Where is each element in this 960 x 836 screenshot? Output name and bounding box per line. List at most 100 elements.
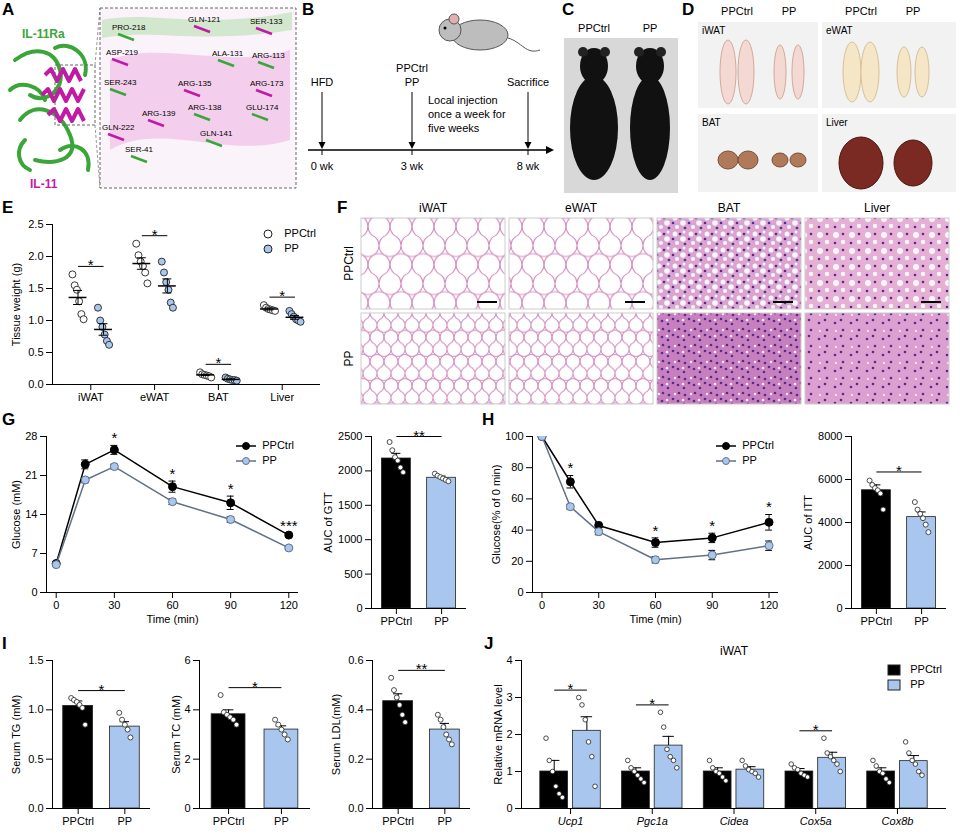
svg-text:BAT: BAT bbox=[702, 117, 721, 128]
svg-text:PPCtrl: PPCtrl bbox=[845, 5, 877, 17]
svg-text:2: 2 bbox=[184, 753, 190, 765]
svg-text:ASP-219: ASP-219 bbox=[106, 48, 139, 57]
svg-text:Relative mRNA level: Relative mRNA level bbox=[492, 684, 504, 784]
svg-text:*: * bbox=[228, 480, 234, 497]
svg-text:*: * bbox=[567, 459, 573, 476]
svg-text:0.0: 0.0 bbox=[348, 802, 363, 814]
svg-text:40: 40 bbox=[511, 524, 523, 536]
svg-text:0: 0 bbox=[184, 802, 190, 814]
svg-text:PP: PP bbox=[437, 815, 452, 827]
svg-text:2: 2 bbox=[506, 728, 512, 740]
svg-text:ALA-131: ALA-131 bbox=[212, 49, 244, 58]
svg-text:AUC of GTT: AUC of GTT bbox=[322, 492, 334, 553]
svg-text:2.5: 2.5 bbox=[28, 218, 43, 230]
svg-text:Glucose (mM): Glucose (mM) bbox=[10, 480, 22, 549]
svg-text:HFD: HFD bbox=[311, 76, 334, 88]
svg-text:PP: PP bbox=[643, 22, 658, 34]
svg-text:*: * bbox=[709, 517, 715, 534]
svg-text:*: * bbox=[152, 226, 158, 243]
svg-text:1000: 1000 bbox=[338, 533, 362, 545]
svg-text:GLN-121: GLN-121 bbox=[188, 15, 221, 24]
svg-text:five weeks: five weeks bbox=[428, 122, 480, 134]
svg-text:0.6: 0.6 bbox=[348, 654, 363, 666]
svg-text:0 wk: 0 wk bbox=[311, 160, 334, 172]
svg-text:PP: PP bbox=[405, 76, 420, 88]
svg-text:0: 0 bbox=[836, 602, 842, 614]
svg-text:2000: 2000 bbox=[338, 464, 362, 476]
svg-text:Serum TG (mM): Serum TG (mM) bbox=[10, 695, 22, 774]
svg-text:8000: 8000 bbox=[818, 430, 842, 442]
svg-text:PP: PP bbox=[274, 815, 289, 827]
svg-text:AUC of ITT: AUC of ITT bbox=[802, 495, 814, 550]
svg-text:iWAT: iWAT bbox=[419, 201, 448, 215]
svg-text:6: 6 bbox=[184, 654, 190, 666]
svg-text:20: 20 bbox=[511, 555, 523, 567]
svg-text:8 wk: 8 wk bbox=[517, 160, 540, 172]
svg-text:30: 30 bbox=[593, 599, 605, 611]
svg-text:*: * bbox=[279, 287, 285, 304]
svg-text:30: 30 bbox=[108, 599, 120, 611]
svg-text:ARG-113: ARG-113 bbox=[252, 51, 285, 60]
svg-text:0: 0 bbox=[53, 599, 59, 611]
svg-text:PP: PP bbox=[117, 815, 132, 827]
svg-text:1.5: 1.5 bbox=[28, 282, 43, 294]
svg-text:PRO-218: PRO-218 bbox=[112, 23, 146, 32]
svg-text:120: 120 bbox=[760, 599, 778, 611]
svg-text:Tissue weight (g): Tissue weight (g) bbox=[10, 263, 22, 346]
svg-text:0.4: 0.4 bbox=[348, 703, 363, 715]
svg-text:3 wk: 3 wk bbox=[401, 160, 424, 172]
svg-text:ARG-173: ARG-173 bbox=[250, 79, 284, 88]
svg-text:*: * bbox=[111, 429, 117, 446]
svg-text:SER-243: SER-243 bbox=[104, 78, 137, 87]
svg-text:eWAT: eWAT bbox=[826, 25, 853, 36]
svg-text:PP: PP bbox=[782, 5, 797, 17]
svg-text:4: 4 bbox=[506, 654, 512, 666]
svg-text:PPCtrl: PPCtrl bbox=[62, 815, 94, 827]
svg-text:Time (min): Time (min) bbox=[146, 613, 198, 625]
svg-text:0: 0 bbox=[517, 586, 523, 598]
svg-text:1.5: 1.5 bbox=[28, 654, 43, 666]
svg-text:PPCtrl: PPCtrl bbox=[342, 246, 356, 281]
svg-text:*: * bbox=[649, 695, 655, 712]
svg-text:PPCtrl: PPCtrl bbox=[396, 62, 428, 74]
svg-text:2500: 2500 bbox=[338, 430, 362, 442]
svg-text:*: * bbox=[568, 680, 574, 697]
svg-text:Liver: Liver bbox=[864, 201, 890, 215]
svg-text:PP: PP bbox=[914, 615, 929, 627]
svg-text:60: 60 bbox=[649, 599, 661, 611]
svg-text:Serum LDL(mM): Serum LDL(mM) bbox=[330, 694, 342, 775]
svg-text:Ucp1: Ucp1 bbox=[558, 815, 584, 827]
svg-text:PP: PP bbox=[342, 350, 356, 366]
svg-text:80: 80 bbox=[511, 461, 523, 473]
svg-text:*: * bbox=[813, 721, 819, 738]
svg-text:90: 90 bbox=[706, 599, 718, 611]
svg-text:PPCtrl: PPCtrl bbox=[578, 22, 610, 34]
svg-text:*: * bbox=[766, 498, 772, 515]
svg-text:*: * bbox=[252, 678, 258, 695]
svg-text:4000: 4000 bbox=[818, 516, 842, 528]
svg-text:1.0: 1.0 bbox=[28, 314, 43, 326]
svg-text:PP: PP bbox=[906, 5, 921, 17]
svg-text:0.5: 0.5 bbox=[28, 346, 43, 358]
svg-text:iWAT: iWAT bbox=[702, 25, 725, 36]
svg-text:0.0: 0.0 bbox=[28, 802, 43, 814]
svg-text:Liver: Liver bbox=[270, 391, 294, 403]
svg-text:0.5: 0.5 bbox=[28, 753, 43, 765]
svg-text:90: 90 bbox=[225, 599, 237, 611]
svg-text:500: 500 bbox=[344, 568, 362, 580]
svg-text:1.0: 1.0 bbox=[28, 703, 43, 715]
svg-text:Cidea: Cidea bbox=[720, 815, 749, 827]
svg-text:21: 21 bbox=[25, 469, 37, 481]
svg-text:**: ** bbox=[413, 427, 425, 444]
svg-text:GLU-174: GLU-174 bbox=[246, 103, 279, 112]
svg-text:PPCtrl: PPCtrl bbox=[382, 815, 414, 827]
svg-text:***: *** bbox=[280, 517, 298, 534]
svg-text:PPCtrl: PPCtrl bbox=[860, 615, 892, 627]
svg-text:Sacrifice: Sacrifice bbox=[507, 76, 549, 88]
svg-text:6000: 6000 bbox=[818, 473, 842, 485]
svg-text:Cox5a: Cox5a bbox=[800, 815, 832, 827]
svg-text:Local injection: Local injection bbox=[428, 94, 498, 106]
svg-text:eWAT: eWAT bbox=[565, 201, 598, 215]
svg-text:4: 4 bbox=[184, 703, 190, 715]
svg-text:Serum TC (mM): Serum TC (mM) bbox=[170, 695, 182, 774]
